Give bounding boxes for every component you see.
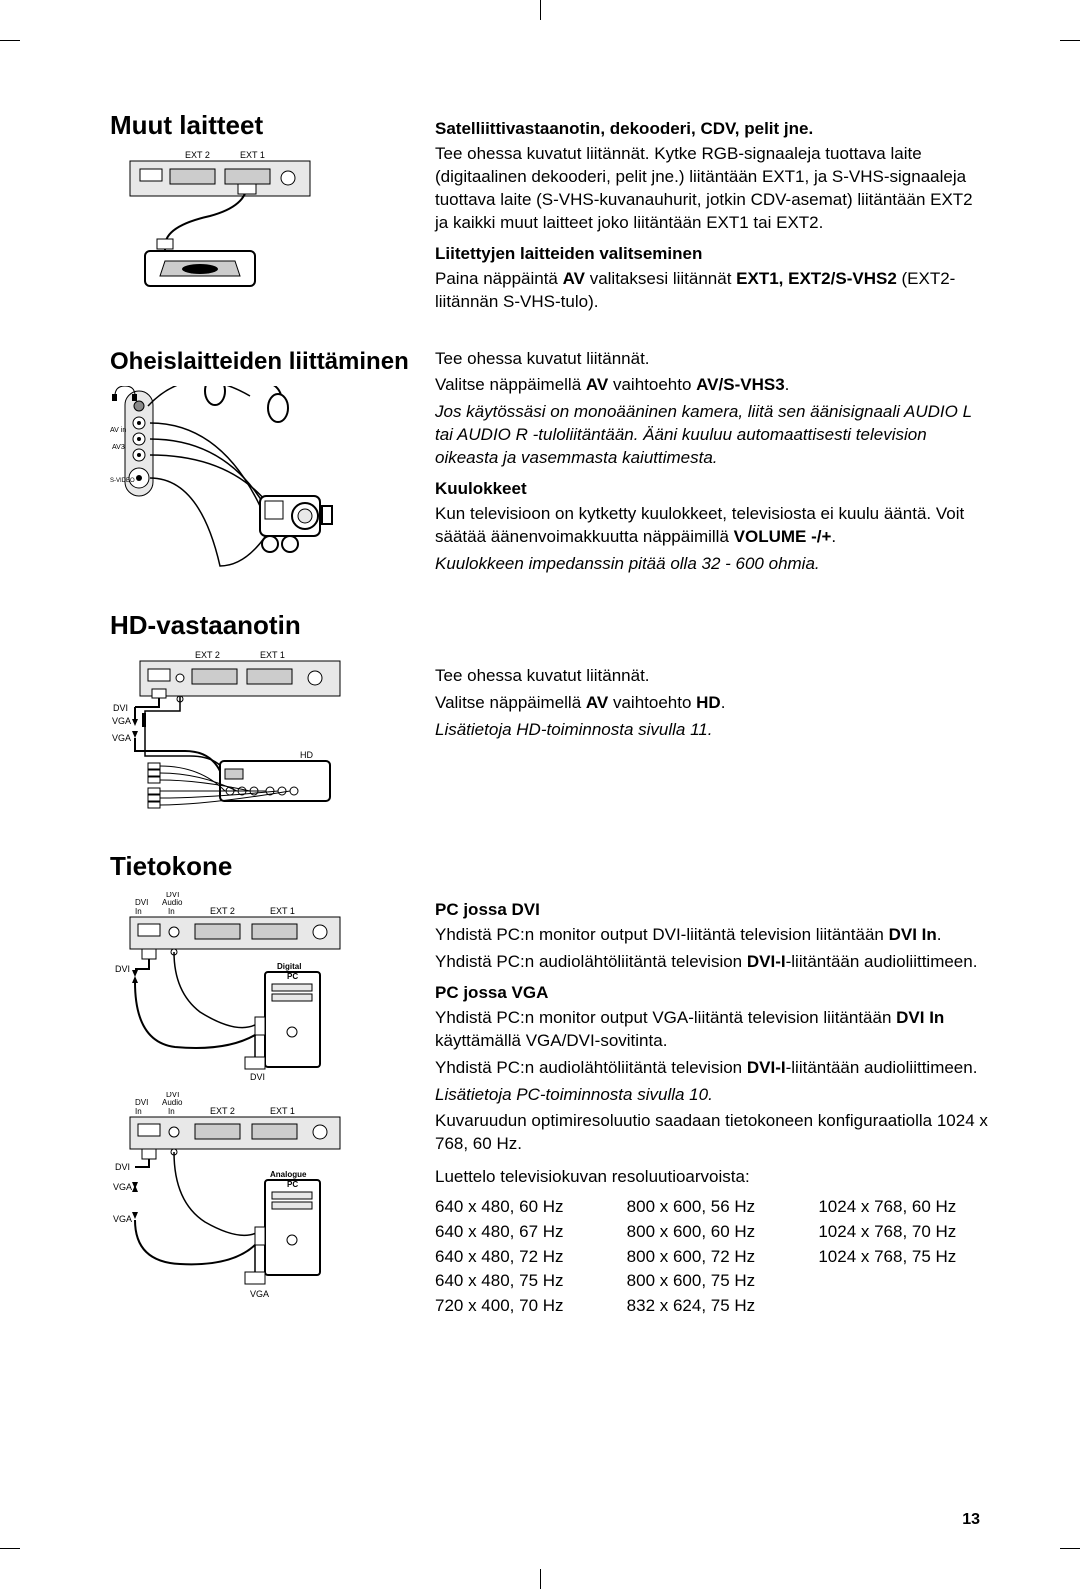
diagram-tietokone-analogue: DVI In DVI Audio In EXT 2 EXT 1 DVI VGA … bbox=[110, 1092, 410, 1302]
text-pc-dvi-2: Yhdistä PC:n audiolähtöliitäntä televisi… bbox=[435, 951, 990, 974]
text-pc-info: Lisätietoja PC-toiminnosta sivulla 10. bbox=[435, 1084, 990, 1107]
text-kuulokkeet-impedance: Kuulokkeen impedanssin pitää olla 32 - 6… bbox=[435, 553, 990, 576]
res-c3-0: 1024 x 768, 60 Hz bbox=[818, 1195, 990, 1220]
res-c3-1: 1024 x 768, 70 Hz bbox=[818, 1220, 990, 1245]
svg-text:VGA: VGA bbox=[112, 733, 131, 743]
heading-muut: Muut laitteet bbox=[110, 110, 410, 141]
diagram-oheis: AV in AV3 S-VIDEO bbox=[110, 386, 410, 576]
svg-text:EXT 1: EXT 1 bbox=[270, 1106, 295, 1116]
section-tietokone-left: Tietokone DVI In DVI Audio In EXT 2 EXT … bbox=[110, 851, 410, 1319]
section-hd-right: Tee ohessa kuvatut liitännät. Valitse nä… bbox=[435, 610, 990, 821]
svg-text:In: In bbox=[168, 1107, 175, 1116]
text-oheis-p2: Valitse näppäimellä AV vaihtoehto AV/S-V… bbox=[435, 374, 990, 397]
heading-tietokone: Tietokone bbox=[110, 851, 410, 882]
svg-text:AV3: AV3 bbox=[112, 444, 125, 451]
svg-text:PC: PC bbox=[287, 972, 298, 981]
diagram-muut: EXT 2 EXT 1 bbox=[110, 151, 410, 316]
subhead-sat: Satelliittivastaanotin, dekooderi, CDV, … bbox=[435, 118, 990, 141]
subhead-pc-vga: PC jossa VGA bbox=[435, 982, 990, 1005]
text-pc-dvi-1: Yhdistä PC:n monitor output DVI-liitäntä… bbox=[435, 924, 990, 947]
svg-text:DVI: DVI bbox=[135, 898, 148, 907]
svg-text:In: In bbox=[135, 907, 142, 916]
subhead-pc-dvi: PC jossa DVI bbox=[435, 899, 990, 922]
res-c2-2: 800 x 600, 72 Hz bbox=[627, 1245, 799, 1270]
svg-text:EXT 2: EXT 2 bbox=[210, 1106, 235, 1116]
text-pc-optim: Kuvaruudun optimiresoluutio saadaan tiet… bbox=[435, 1110, 990, 1156]
res-c1-2: 640 x 480, 72 Hz bbox=[435, 1245, 607, 1270]
svg-text:EXT 1: EXT 1 bbox=[270, 906, 295, 916]
svg-text:VGA: VGA bbox=[113, 1214, 132, 1224]
heading-oheis: Oheislaitteiden liittäminen bbox=[110, 348, 410, 376]
svg-text:DVI: DVI bbox=[115, 1162, 130, 1172]
svg-text:DVI: DVI bbox=[135, 1098, 148, 1107]
text-pc-vga-1: Yhdistä PC:n monitor output VGA-liitäntä… bbox=[435, 1007, 990, 1053]
svg-text:AV in: AV in bbox=[110, 427, 126, 434]
svg-text:EXT 2: EXT 2 bbox=[185, 151, 210, 160]
svg-text:DVI: DVI bbox=[115, 964, 130, 974]
text-oheis-p1: Tee ohessa kuvatut liitännät. bbox=[435, 348, 990, 371]
res-c1-1: 640 x 480, 67 Hz bbox=[435, 1220, 607, 1245]
res-c3-2: 1024 x 768, 75 Hz bbox=[818, 1245, 990, 1270]
section-oheis-right: Tee ohessa kuvatut liitännät. Valitse nä… bbox=[435, 348, 990, 580]
section-muut-left: Muut laitteet EXT 2 EXT 1 bbox=[110, 110, 410, 318]
svg-text:DVI: DVI bbox=[250, 1072, 265, 1082]
text-hd-p3: Lisätietoja HD-toiminnosta sivulla 11. bbox=[435, 719, 990, 742]
text-pc-vga-2: Yhdistä PC:n audiolähtöliitäntä televisi… bbox=[435, 1057, 990, 1080]
diagram-tietokone-digital: DVI In DVI Audio In EXT 2 EXT 1 DVI bbox=[110, 892, 410, 1082]
svg-text:VGA: VGA bbox=[112, 716, 131, 726]
svg-text:EXT 1: EXT 1 bbox=[260, 651, 285, 660]
text-hd-p2: Valitse näppäimellä AV vaihtoehto HD. bbox=[435, 692, 990, 715]
diagram-hd: EXT 2 EXT 1 DVI VGA VGA bbox=[110, 651, 410, 821]
subhead-kuulokkeet: Kuulokkeet bbox=[435, 478, 990, 501]
text-pc-reslist-intro: Luettelo televisiokuvan resoluutioarvois… bbox=[435, 1166, 990, 1189]
svg-text:Analogue: Analogue bbox=[270, 1170, 307, 1179]
svg-text:EXT 1: EXT 1 bbox=[240, 151, 265, 160]
section-muut-right: Satelliittivastaanotin, dekooderi, CDV, … bbox=[435, 110, 990, 318]
res-c1-0: 640 x 480, 60 Hz bbox=[435, 1195, 607, 1220]
page-number: 13 bbox=[962, 1511, 980, 1529]
subhead-liitettyjen: Liitettyjen laitteiden valitseminen bbox=[435, 243, 990, 266]
svg-text:DVI: DVI bbox=[113, 703, 128, 713]
section-oheis-left: Oheislaitteiden liittäminen AV in AV3 S-… bbox=[110, 348, 410, 580]
res-c1-4: 720 x 400, 70 Hz bbox=[435, 1294, 607, 1319]
svg-text:Digital: Digital bbox=[277, 962, 301, 971]
svg-text:In: In bbox=[135, 1107, 142, 1116]
svg-text:S-VIDEO: S-VIDEO bbox=[110, 478, 135, 484]
text-liitettyjen-body: Paina näppäintä AV valitaksesi liitännät… bbox=[435, 268, 990, 314]
svg-text:In: In bbox=[168, 907, 175, 916]
resolution-table: 640 x 480, 60 Hz 640 x 480, 67 Hz 640 x … bbox=[435, 1195, 990, 1318]
svg-text:Audio: Audio bbox=[162, 898, 183, 907]
svg-text:Audio: Audio bbox=[162, 1098, 183, 1107]
svg-text:EXT 2: EXT 2 bbox=[210, 906, 235, 916]
res-c1-3: 640 x 480, 75 Hz bbox=[435, 1269, 607, 1294]
section-hd-left: HD-vastaanotin EXT 2 EXT 1 DVI VGA VGA bbox=[110, 610, 410, 821]
text-hd-p1: Tee ohessa kuvatut liitännät. bbox=[435, 665, 990, 688]
res-c2-1: 800 x 600, 60 Hz bbox=[627, 1220, 799, 1245]
section-tietokone-right: PC jossa DVI Yhdistä PC:n monitor output… bbox=[435, 851, 990, 1319]
res-c2-4: 832 x 624, 75 Hz bbox=[627, 1294, 799, 1319]
text-sat-body: Tee ohessa kuvatut liitännät. Kytke RGB-… bbox=[435, 143, 990, 235]
svg-text:PC: PC bbox=[287, 1180, 298, 1189]
res-c2-0: 800 x 600, 56 Hz bbox=[627, 1195, 799, 1220]
svg-text:EXT 2: EXT 2 bbox=[195, 651, 220, 660]
text-oheis-p3: Jos käytössäsi on monoääninen kamera, li… bbox=[435, 401, 990, 470]
svg-text:VGA: VGA bbox=[250, 1289, 269, 1299]
heading-hd: HD-vastaanotin bbox=[110, 610, 410, 641]
res-c2-3: 800 x 600, 75 Hz bbox=[627, 1269, 799, 1294]
svg-text:VGA: VGA bbox=[113, 1182, 132, 1192]
text-kuulokkeet-body: Kun televisioon on kytketty kuulokkeet, … bbox=[435, 503, 990, 549]
svg-text:HD: HD bbox=[300, 750, 313, 760]
